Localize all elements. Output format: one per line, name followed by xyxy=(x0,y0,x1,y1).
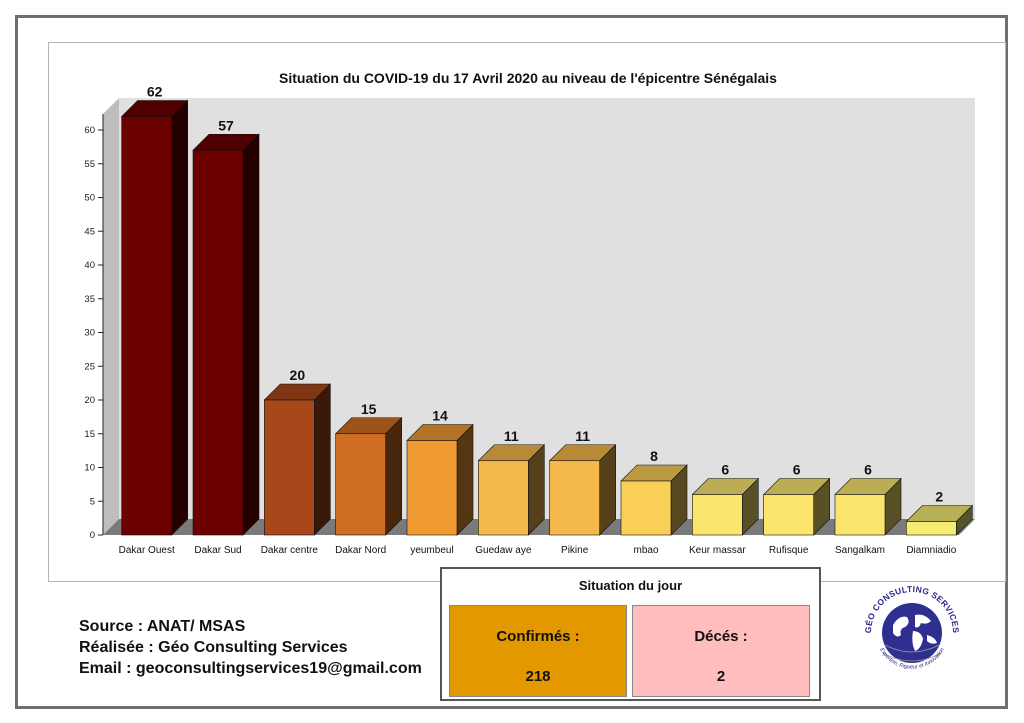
deaths-label: Décés : xyxy=(694,628,748,645)
bar xyxy=(192,149,244,536)
bar-side xyxy=(456,423,474,536)
made-by-line: Réalisée : Géo Consulting Services xyxy=(79,639,348,656)
bar-group: 6 xyxy=(834,462,902,536)
y-tick-label: 20 xyxy=(84,395,95,406)
y-tick-label: 25 xyxy=(84,361,95,372)
summary-title: Situation du jour xyxy=(578,578,683,593)
x-tick-label: Diamniadio xyxy=(906,545,956,556)
y-tick-label: 50 xyxy=(84,193,95,204)
bar-value-label: 6 xyxy=(721,462,729,478)
bar xyxy=(834,494,886,536)
y-tick-label: 5 xyxy=(90,496,95,507)
bar-value-label: 11 xyxy=(504,428,519,444)
bar-value-label: 62 xyxy=(147,84,163,100)
plot-left-wall xyxy=(103,98,119,535)
y-tick-label: 40 xyxy=(84,260,95,271)
bar xyxy=(620,480,672,536)
report-frame: Situation du COVID-19 du 17 Avril 2020 a… xyxy=(15,15,1008,709)
bar-chart: Situation du COVID-19 du 17 Avril 2020 a… xyxy=(84,70,975,556)
deaths-card: Décés : 2 xyxy=(632,605,810,697)
x-axis-labels: Dakar Ouest Dakar Sud Dakar centre Dakar No… xyxy=(119,545,957,556)
y-tick-label: 45 xyxy=(84,226,95,237)
bar xyxy=(264,399,315,536)
bar-value-label: 14 xyxy=(432,408,448,424)
y-tick-label: 55 xyxy=(84,159,95,170)
y-tick-label: 10 xyxy=(84,463,95,474)
confirmed-label: Confirmés : xyxy=(496,628,580,645)
bar-value-label: 6 xyxy=(793,462,801,478)
y-axis: 0 5 10 15 20 25 30 35 40 45 50 55 60 xyxy=(84,114,104,541)
deaths-value: 2 xyxy=(716,668,726,685)
globe-icon xyxy=(882,603,942,663)
bar xyxy=(906,521,957,536)
y-tick-label: 60 xyxy=(84,125,95,136)
bar-value-label: 11 xyxy=(575,428,590,444)
bar xyxy=(121,116,172,536)
bar-group: 11 xyxy=(477,428,546,536)
bar-group: 6 xyxy=(691,462,760,536)
bar xyxy=(692,494,743,536)
y-tick-label: 30 xyxy=(84,328,95,339)
y-tick-label: 0 xyxy=(90,530,95,541)
bar-side xyxy=(385,417,402,536)
bar-group: 2 xyxy=(905,489,974,536)
x-tick-label: Rufisque xyxy=(769,545,809,556)
x-tick-label: Dakar Ouest xyxy=(119,545,175,556)
bar-value-label: 57 xyxy=(218,117,234,133)
x-tick-label: yeumbeul xyxy=(410,545,453,556)
confirmed-value: 218 xyxy=(525,668,551,685)
x-tick-label: Pikine xyxy=(561,545,589,556)
x-tick-label: mbao xyxy=(633,545,658,556)
geo-consulting-logo: GÉO CONSULTING SERVICES Expertise, Rigue… xyxy=(863,584,961,671)
bar-value-label: 6 xyxy=(864,462,872,478)
bar-group: 6 xyxy=(762,462,831,536)
chart-panel: Situation du COVID-19 du 17 Avril 2020 a… xyxy=(48,42,1006,582)
bar-value-label: 15 xyxy=(361,401,377,417)
x-tick-label: Dakar centre xyxy=(261,545,319,556)
bar-value-label: 2 xyxy=(935,489,943,505)
bar-group: 62 xyxy=(120,84,189,536)
x-tick-label: Keur massar xyxy=(689,545,746,556)
y-tick-label: 35 xyxy=(84,294,95,305)
bar-group: 20 xyxy=(263,367,332,536)
bar-side xyxy=(171,99,188,536)
bar-value-label: 20 xyxy=(290,367,306,383)
y-tick-label: 15 xyxy=(84,429,95,440)
bar-group: 8 xyxy=(620,448,688,536)
x-tick-label: Dakar Sud xyxy=(194,545,241,556)
bar xyxy=(763,494,814,536)
source-line: Source : ANAT/ MSAS xyxy=(79,618,246,635)
bar xyxy=(549,460,600,536)
x-tick-label: Sangalkam xyxy=(835,545,885,556)
bar-value-label: 8 xyxy=(650,448,658,464)
email-line: Email : geoconsultingservices19@gmail.co… xyxy=(79,660,422,677)
confirmed-card: Confirmés : 218 xyxy=(449,605,627,697)
plot-back-wall xyxy=(119,98,975,519)
daily-summary-box: Situation du jour Confirmés : 218 Décés … xyxy=(440,567,821,701)
x-tick-label: Dakar Nord xyxy=(335,545,386,556)
bar-side xyxy=(242,133,260,536)
bar xyxy=(478,460,529,536)
chart-title: Situation du COVID-19 du 17 Avril 2020 a… xyxy=(279,70,777,86)
bar xyxy=(406,440,458,536)
bar-group: 57 xyxy=(192,117,260,536)
x-tick-label: Guedaw aye xyxy=(475,545,532,556)
bar-group: 15 xyxy=(334,401,403,536)
bar-group: 11 xyxy=(548,428,617,536)
bar xyxy=(335,433,386,536)
bar-side xyxy=(314,383,331,536)
bar-group: 14 xyxy=(406,408,474,536)
